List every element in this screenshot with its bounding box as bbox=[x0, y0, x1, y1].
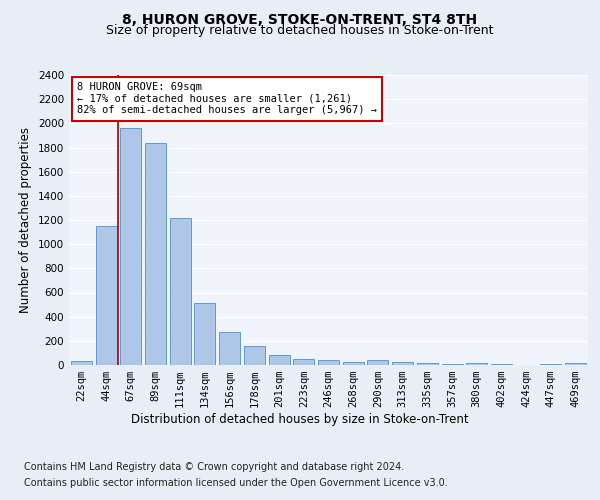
Bar bbox=[565, 363, 586, 365]
Text: 8 HURON GROVE: 69sqm
← 17% of detached houses are smaller (1,261)
82% of semi-de: 8 HURON GROVE: 69sqm ← 17% of detached h… bbox=[77, 82, 377, 116]
Bar bbox=[293, 359, 314, 365]
Bar bbox=[71, 362, 92, 365]
Bar bbox=[244, 346, 265, 365]
Text: Contains HM Land Registry data © Crown copyright and database right 2024.: Contains HM Land Registry data © Crown c… bbox=[24, 462, 404, 472]
Bar bbox=[194, 303, 215, 365]
Bar bbox=[219, 332, 240, 365]
Bar bbox=[367, 360, 388, 365]
Bar bbox=[541, 364, 562, 365]
Bar bbox=[318, 360, 339, 365]
Bar bbox=[170, 218, 191, 365]
Bar bbox=[343, 362, 364, 365]
Bar bbox=[417, 363, 438, 365]
Bar bbox=[442, 364, 463, 365]
Bar bbox=[269, 356, 290, 365]
Bar bbox=[95, 226, 116, 365]
Y-axis label: Number of detached properties: Number of detached properties bbox=[19, 127, 32, 313]
Bar bbox=[145, 142, 166, 365]
Text: Contains public sector information licensed under the Open Government Licence v3: Contains public sector information licen… bbox=[24, 478, 448, 488]
Text: Distribution of detached houses by size in Stoke-on-Trent: Distribution of detached houses by size … bbox=[131, 412, 469, 426]
Bar bbox=[491, 364, 512, 365]
Bar bbox=[120, 128, 141, 365]
Text: 8, HURON GROVE, STOKE-ON-TRENT, ST4 8TH: 8, HURON GROVE, STOKE-ON-TRENT, ST4 8TH bbox=[122, 12, 478, 26]
Bar bbox=[466, 363, 487, 365]
Bar bbox=[392, 362, 413, 365]
Text: Size of property relative to detached houses in Stoke-on-Trent: Size of property relative to detached ho… bbox=[106, 24, 494, 37]
